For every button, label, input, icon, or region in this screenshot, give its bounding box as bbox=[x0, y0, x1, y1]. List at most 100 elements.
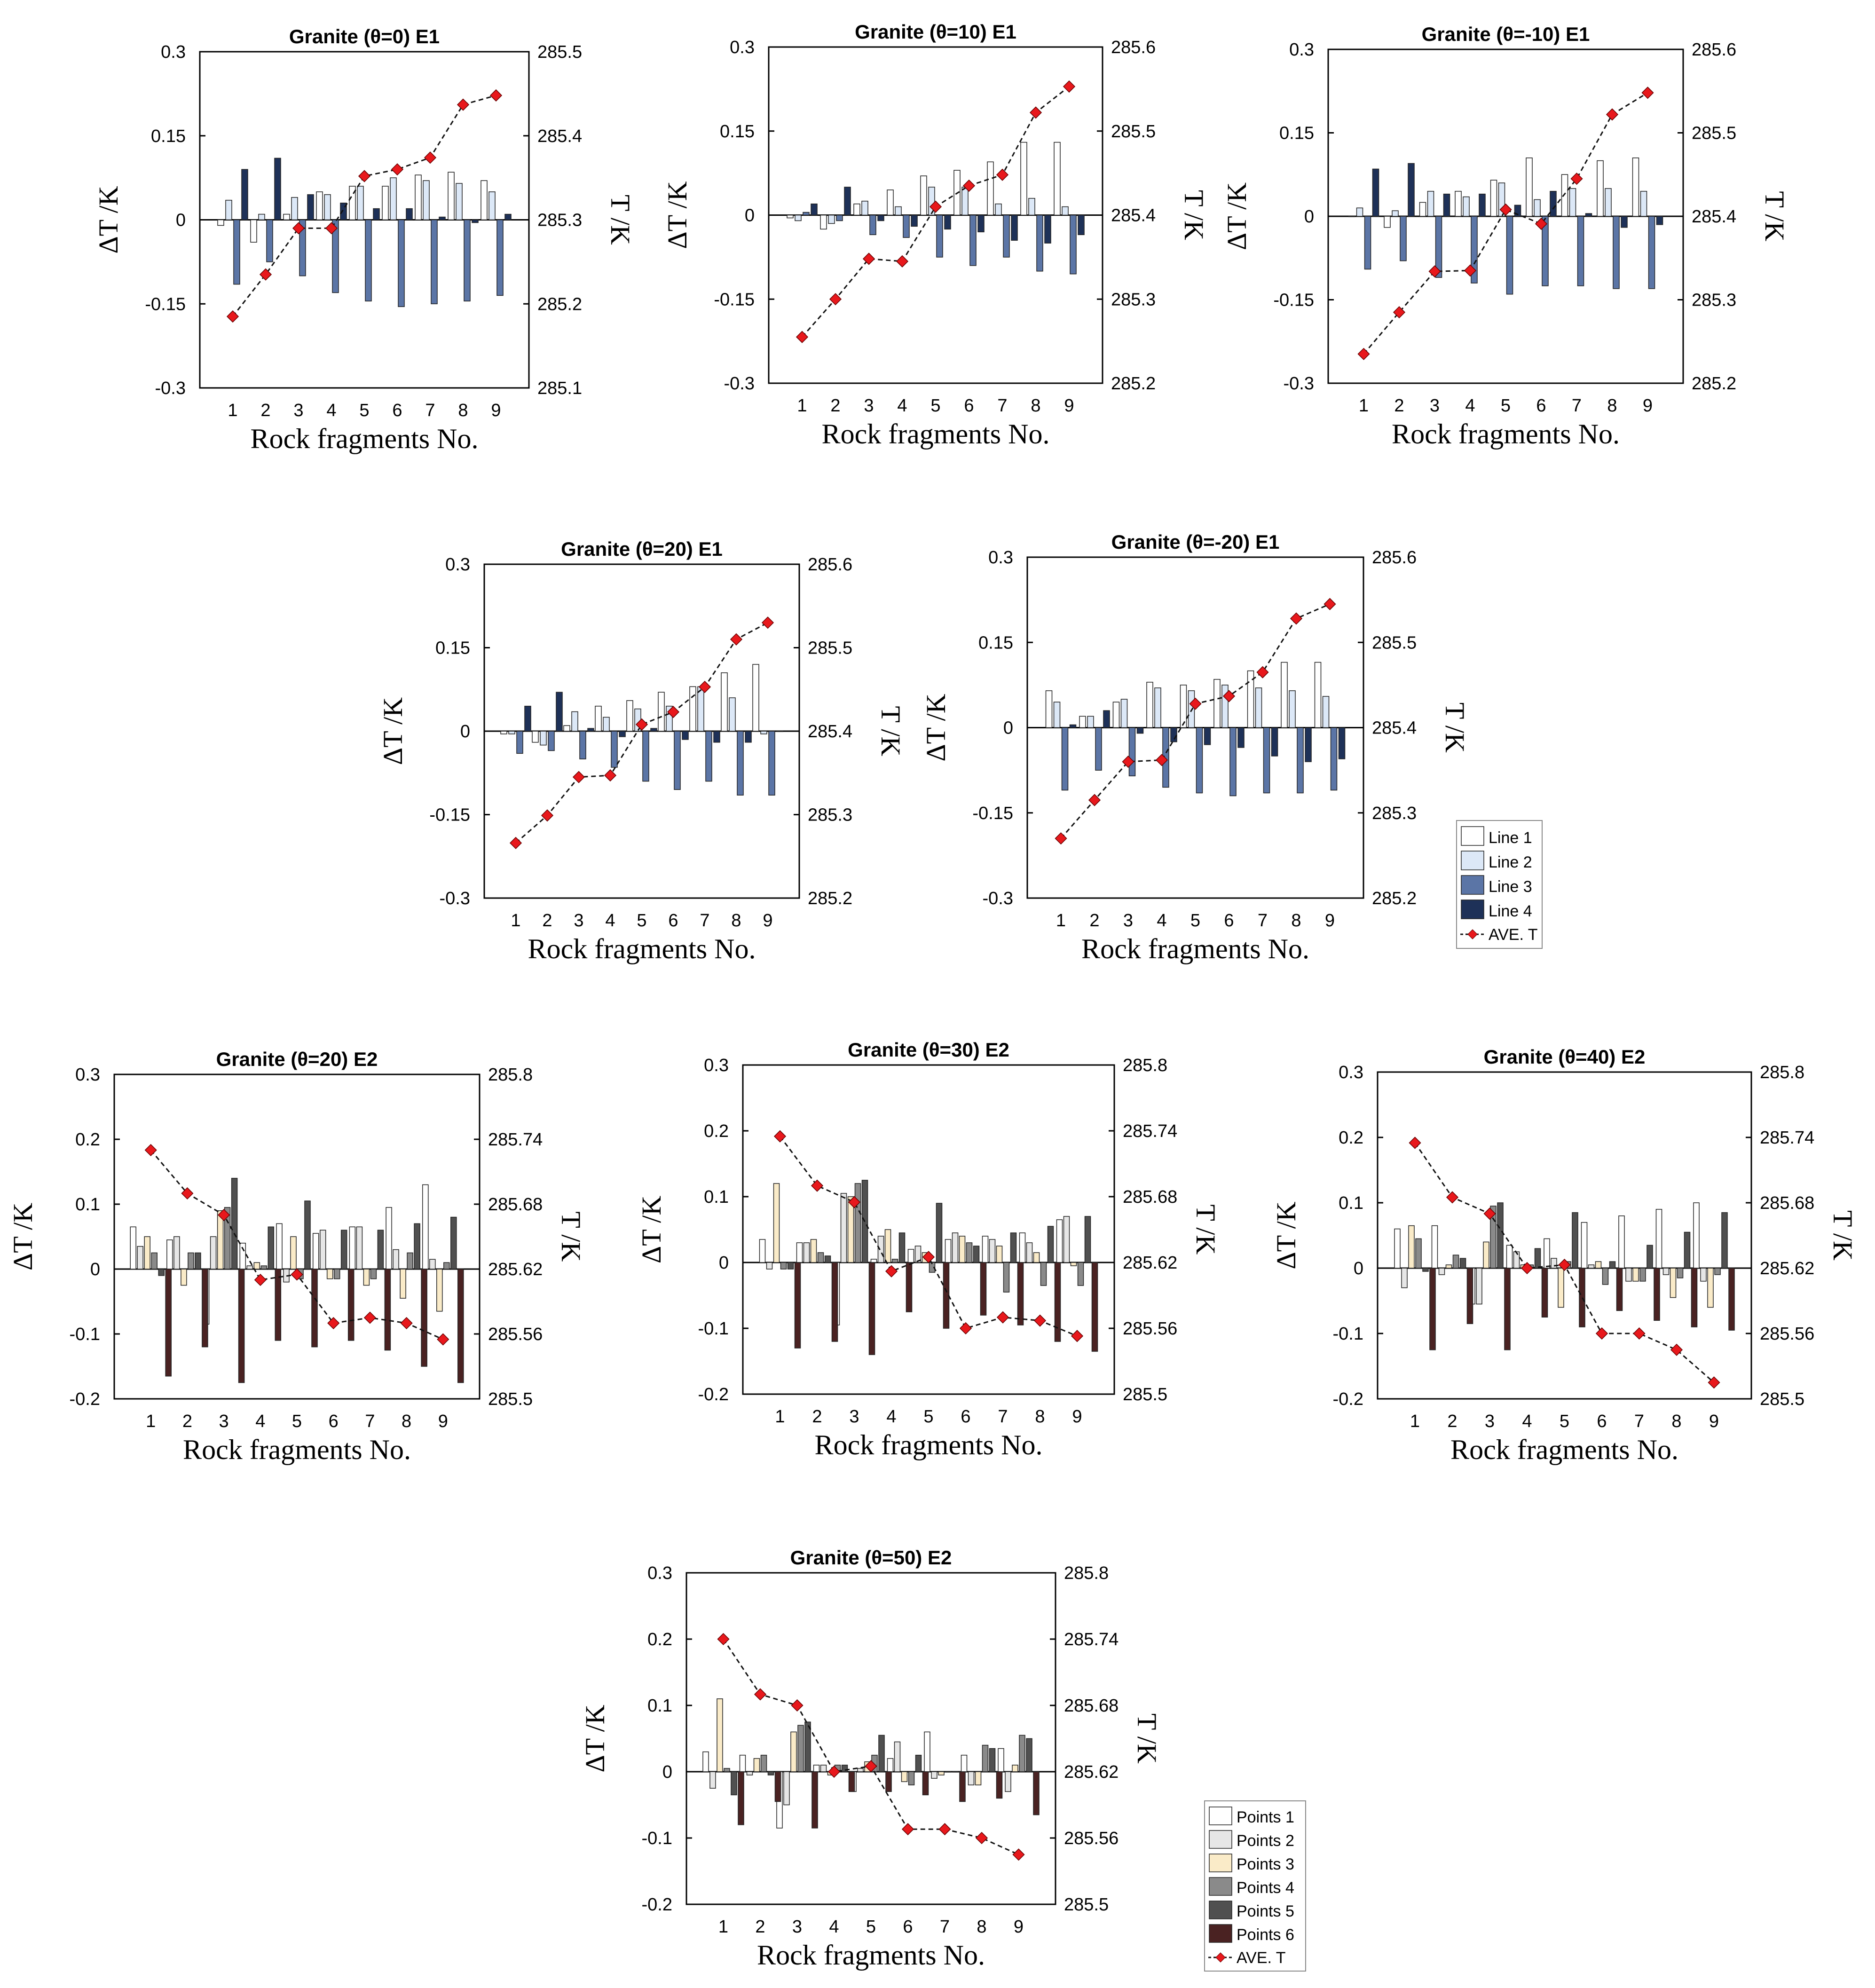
legend-label: Points 3 bbox=[1237, 1855, 1294, 1873]
ave-t-point-8 bbox=[1606, 108, 1619, 121]
y-tick-label: -0.1 bbox=[1333, 1324, 1363, 1344]
bar-series-5-item-6 bbox=[915, 1755, 922, 1772]
bar-series-1-item-2 bbox=[532, 731, 539, 743]
bar-series-3-item-2 bbox=[836, 214, 843, 221]
x-tick-label: 2 bbox=[830, 396, 840, 416]
x-tick-label: 9 bbox=[438, 1412, 448, 1431]
bar-series-3-item-3 bbox=[790, 1731, 797, 1772]
bar-series-3-item-1 bbox=[773, 1183, 780, 1263]
bar-series-6-item-6 bbox=[347, 1269, 355, 1341]
bar-series-3-item-2 bbox=[181, 1269, 187, 1286]
bar-series-5-item-1 bbox=[731, 1771, 737, 1796]
y-tick-label: 0 bbox=[90, 1260, 100, 1279]
bar-series-6-item-6 bbox=[980, 1262, 987, 1316]
x-tick-label: 7 bbox=[365, 1412, 375, 1431]
y-tick-label: 0.3 bbox=[704, 1056, 729, 1075]
y-tick-label: 0 bbox=[460, 722, 470, 742]
bar-series-6-item-2 bbox=[831, 1262, 838, 1342]
y-tick-label: 0.1 bbox=[75, 1195, 100, 1215]
chart-title: Granite (θ=-20) E1 bbox=[1111, 531, 1280, 553]
ave-t-point-5 bbox=[1499, 203, 1512, 216]
bar-series-4-item-6 bbox=[1602, 1268, 1609, 1285]
bar-series-2-item-6 bbox=[952, 1232, 959, 1263]
bar-series-1-item-4 bbox=[813, 1765, 820, 1772]
bar-series-2-item-6 bbox=[1534, 199, 1541, 217]
x-tick-label: 5 bbox=[1501, 396, 1511, 416]
bar-series-3-item-8 bbox=[1670, 1268, 1677, 1298]
bar-series-2-item-2 bbox=[258, 213, 265, 221]
bar-series-2-item-7 bbox=[356, 1226, 363, 1270]
x-tick-label: 2 bbox=[812, 1407, 822, 1427]
plot-frame bbox=[685, 1572, 1056, 1905]
bar-series-2-item-3 bbox=[1427, 191, 1434, 217]
bar-series-1-item-6 bbox=[1581, 1222, 1588, 1269]
bar-series-2-item-2 bbox=[746, 1771, 753, 1775]
x-tick-label: 9 bbox=[1064, 396, 1074, 416]
bar-series-1-item-2 bbox=[1384, 216, 1391, 228]
bar-series-5-item-4 bbox=[841, 1765, 848, 1772]
bar-series-6-item-7 bbox=[1017, 1262, 1024, 1325]
bar-series-5-item-1 bbox=[787, 1262, 794, 1270]
bar-series-4-item-3 bbox=[587, 728, 594, 732]
ave-t-line bbox=[779, 1136, 1078, 1337]
bar-series-3-item-7 bbox=[1263, 727, 1270, 794]
x-tick-label: 1 bbox=[228, 401, 237, 420]
bar-series-5-item-9 bbox=[1026, 1738, 1032, 1772]
ave-t-point-4 bbox=[1155, 754, 1168, 766]
x-tick-label: 5 bbox=[923, 1407, 933, 1427]
bar-series-3-item-2 bbox=[548, 731, 555, 751]
y2-axis-label: T /K bbox=[1828, 1210, 1858, 1261]
y-axis-label: ΔT /K bbox=[921, 694, 951, 761]
bar-series-2-item-8 bbox=[729, 697, 736, 732]
ave-t-point-9 bbox=[1063, 80, 1076, 93]
y-axis-label: ΔT /K bbox=[1271, 1201, 1301, 1269]
bar-series-3-item-9 bbox=[436, 1269, 443, 1312]
bar-series-3-item-3 bbox=[299, 219, 306, 276]
bar-series-2-item-9 bbox=[1005, 1771, 1011, 1792]
bar-series-6-item-3 bbox=[811, 1771, 818, 1829]
bar-series-5-item-2 bbox=[1459, 1258, 1466, 1269]
bar-series-2-item-4 bbox=[820, 1765, 827, 1772]
bar-series-3-item-4 bbox=[884, 1229, 891, 1263]
x-tick-label: 9 bbox=[763, 911, 772, 931]
bar-series-6-item-8 bbox=[1054, 1262, 1061, 1342]
x-tick-label: 6 bbox=[964, 396, 974, 416]
bar-series-1-item-2 bbox=[739, 1755, 746, 1772]
ave-t-point-7 bbox=[996, 168, 1009, 181]
bar-series-1-item-4 bbox=[595, 706, 602, 732]
bar-series-3-item-2 bbox=[1095, 727, 1102, 771]
bar-series-2-item-3 bbox=[783, 1771, 790, 1806]
bar-series-1-item-7 bbox=[987, 161, 994, 216]
x-tick-label: 8 bbox=[1607, 396, 1617, 416]
ave-t-point-9 bbox=[1324, 598, 1336, 610]
y-tick-label: 0.3 bbox=[445, 555, 470, 575]
x-tick-label: 6 bbox=[1597, 1412, 1607, 1431]
bar-series-3-item-8 bbox=[1036, 214, 1043, 272]
bar-series-3-item-3 bbox=[869, 214, 876, 235]
bar-series-3-item-8 bbox=[464, 219, 471, 302]
ave-t-point-2 bbox=[541, 809, 554, 822]
bar-series-1-item-4 bbox=[1146, 682, 1153, 728]
ave-t-point-1 bbox=[226, 310, 239, 323]
x-tick-label: 7 bbox=[425, 401, 435, 420]
y2-tick-label: 285.4 bbox=[1372, 718, 1417, 738]
ave-t-point-4 bbox=[896, 255, 909, 268]
x-tick-label: 8 bbox=[402, 1412, 411, 1431]
x-tick-label: 5 bbox=[292, 1412, 302, 1431]
x-tick-label: 7 bbox=[940, 1917, 950, 1937]
y2-tick-label: 285.2 bbox=[537, 294, 582, 314]
y-tick-label: 0 bbox=[1003, 718, 1013, 738]
bar-series-4-item-2 bbox=[1452, 1254, 1459, 1269]
bar-series-3-item-5 bbox=[365, 219, 372, 302]
bar-series-4-item-9 bbox=[1714, 1268, 1721, 1275]
x-tick-label: 4 bbox=[605, 911, 615, 931]
bar-series-2-item-1 bbox=[766, 1262, 773, 1270]
bar-series-3-item-1 bbox=[233, 219, 240, 285]
bar-series-1-item-9 bbox=[1056, 1219, 1063, 1263]
bar-series-6-item-1 bbox=[738, 1771, 744, 1825]
y2-tick-label: 285.68 bbox=[1760, 1193, 1814, 1213]
y2-tick-label: 285.2 bbox=[1692, 374, 1736, 394]
bar-series-3-item-1 bbox=[1364, 216, 1371, 270]
y2-tick-label: 285.5 bbox=[1692, 124, 1736, 143]
bar-series-6-item-1 bbox=[1429, 1268, 1436, 1350]
